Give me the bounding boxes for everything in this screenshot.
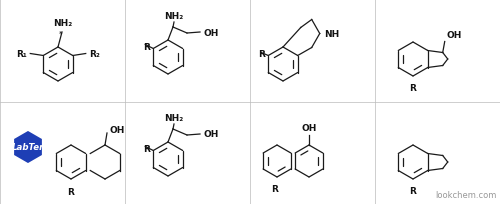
Text: OH: OH: [109, 126, 124, 135]
Text: R₁: R₁: [16, 50, 28, 59]
Text: R: R: [272, 184, 278, 193]
Text: R: R: [258, 50, 266, 59]
Text: OH: OH: [203, 130, 218, 139]
Text: NH: NH: [324, 30, 339, 39]
Text: R: R: [410, 186, 416, 195]
Text: R: R: [68, 187, 74, 196]
Polygon shape: [14, 130, 42, 164]
Text: R: R: [144, 43, 150, 52]
Text: R: R: [144, 144, 150, 153]
Text: NH₂: NH₂: [164, 113, 184, 122]
Text: LabTer: LabTer: [12, 143, 44, 152]
Text: *: *: [60, 31, 62, 37]
Text: lookchem.com: lookchem.com: [436, 190, 497, 199]
Text: R₂: R₂: [88, 50, 100, 59]
Text: OH: OH: [302, 123, 316, 132]
Text: OH: OH: [203, 28, 218, 37]
Text: NH₂: NH₂: [54, 19, 72, 28]
Text: R: R: [410, 84, 416, 93]
Text: NH₂: NH₂: [164, 12, 184, 21]
Text: OH: OH: [446, 31, 462, 40]
